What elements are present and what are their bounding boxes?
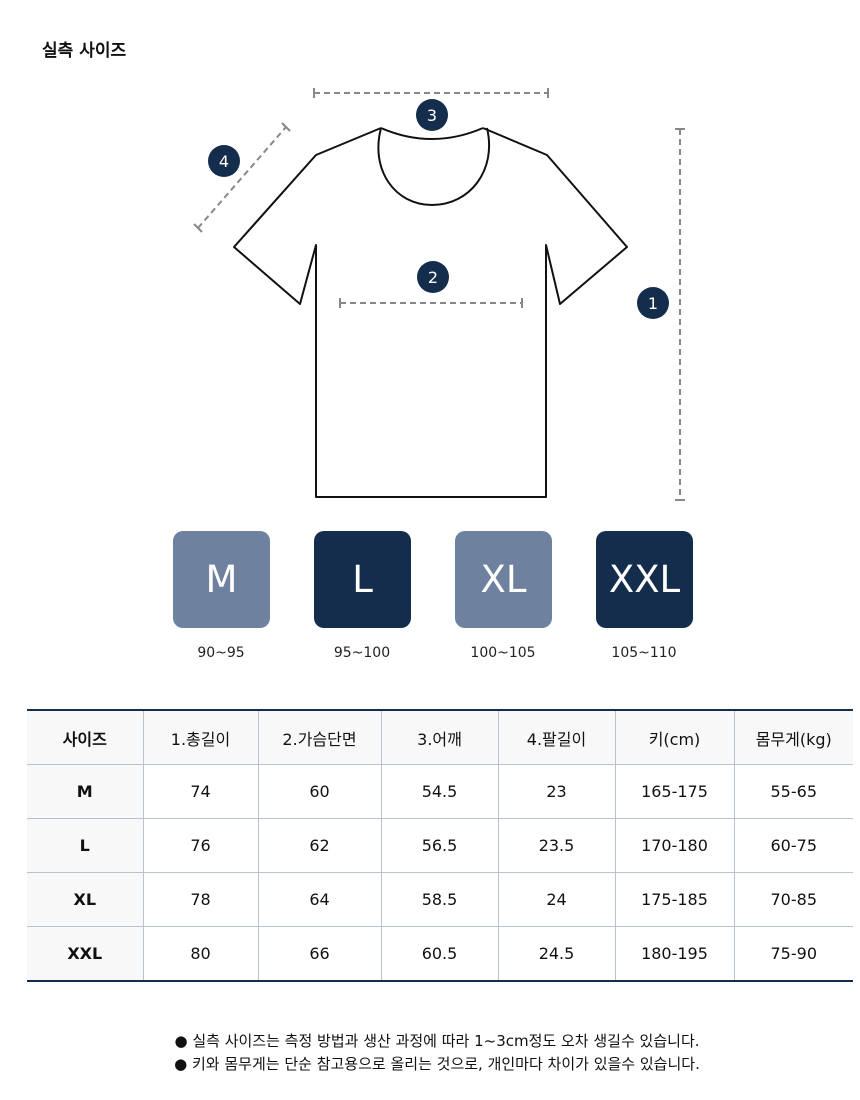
table-cell: 23.5 — [497, 818, 615, 873]
size-badge: L — [314, 531, 411, 628]
header-cell: 2.가슴단면 — [257, 709, 381, 765]
marker-label: 3 — [427, 106, 437, 125]
note: ● 키와 몸무게는 단순 참고용으로 올리는 것으로, 개인마다 차이가 있을수… — [174, 1055, 700, 1073]
table-cell: 78 — [142, 872, 258, 927]
table-cell: 80 — [142, 926, 258, 981]
table-row: XXL 80 66 60.5 24.5 180-195 75-90 — [27, 926, 853, 981]
note: ● 실측 사이즈는 측정 방법과 생산 과정에 따라 1~3cm정도 오차 생길… — [174, 1032, 700, 1050]
header-cell: 1.총길이 — [142, 709, 258, 765]
table-cell: L — [27, 818, 143, 873]
table-cell: 180-195 — [614, 926, 734, 981]
dim-cap — [193, 223, 203, 233]
title: 실측 사이즈 — [42, 41, 127, 61]
table-cell: 165-175 — [614, 764, 734, 819]
tshirt-collar — [377, 127, 491, 206]
header-row: 사이즈 1.총길이 2.가슴단면 3.어깨 4.팔길이 키(cm) 몸무게(kg) — [27, 709, 853, 765]
header-cell: 4.팔길이 — [497, 709, 615, 765]
size-range: 100~105 — [470, 645, 536, 661]
header-cell: 사이즈 — [27, 709, 143, 765]
size-badge: XL — [455, 531, 552, 628]
table-cell: 170-180 — [614, 818, 734, 873]
size-range: 95~100 — [333, 645, 391, 661]
header-cell: 키(cm) — [614, 709, 734, 765]
size-range: 90~95 — [197, 645, 245, 661]
table-cell: 76 — [142, 818, 258, 873]
tshirt-diagram: 1 2 3 4 — [193, 88, 685, 501]
table-cell: 175-185 — [614, 872, 734, 927]
table-cell: 23 — [497, 764, 615, 819]
table-cell: 64 — [257, 872, 381, 927]
table-cell: 74 — [142, 764, 258, 819]
table-cell: 58.5 — [380, 872, 498, 927]
size-badge: M — [173, 531, 270, 628]
size-range: 105~110 — [611, 645, 677, 661]
table-cell: M — [27, 764, 143, 819]
table-cell: 24.5 — [497, 926, 615, 981]
size-badge: XXL — [596, 531, 693, 628]
marker-circle — [416, 99, 448, 131]
header-cell: 3.어깨 — [380, 709, 498, 765]
size-table: 사이즈 1.총길이 2.가슴단면 3.어깨 4.팔길이 키(cm) 몸무게(kg) M 74 60… — [27, 709, 853, 982]
marker-circle — [208, 145, 240, 177]
table-cell: 66 — [257, 926, 381, 981]
table-cell: 55-65 — [733, 764, 853, 819]
table-cell: 60-75 — [733, 818, 853, 873]
marker-circle — [637, 287, 669, 319]
table-row: L 76 62 56.5 23.5 170-180 60-75 — [27, 818, 853, 873]
marker-label: 2 — [428, 268, 438, 287]
table-cell: 54.5 — [380, 764, 498, 819]
notes: ● 실측 사이즈는 측정 방법과 생산 과정에 따라 1~3cm정도 오차 생길… — [0, 1030, 860, 1076]
table-cell: 56.5 — [380, 818, 498, 873]
header-cell: 몸무게(kg) — [733, 709, 853, 765]
table-cell: 60 — [257, 764, 381, 819]
dim-cap — [281, 122, 291, 132]
table-row: XL 78 64 58.5 24 175-185 70-85 — [27, 872, 853, 927]
table-cell: XL — [27, 872, 143, 927]
marker-label: 1 — [648, 294, 658, 313]
table-cell: 60.5 — [380, 926, 498, 981]
table-cell: 75-90 — [733, 926, 853, 981]
table-cell: 62 — [257, 818, 381, 873]
tshirt-collar-back — [380, 127, 484, 140]
marker-circle — [417, 261, 449, 293]
dim-line — [197, 126, 287, 229]
tshirt-outline — [233, 127, 628, 498]
table-cell: 70-85 — [733, 872, 853, 927]
marker-label: 4 — [219, 152, 229, 171]
table-cell: 24 — [497, 872, 615, 927]
table-cell: XXL — [27, 926, 143, 981]
table-row: M 74 60 54.5 23 165-175 55-65 — [27, 764, 853, 819]
